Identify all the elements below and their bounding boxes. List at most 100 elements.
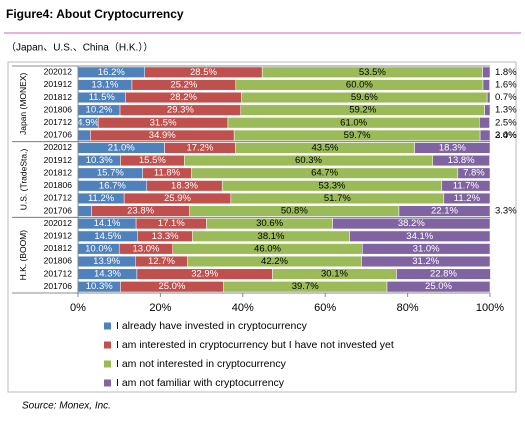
value-label: 51.7% bbox=[324, 193, 351, 204]
value-label: 7.8% bbox=[463, 168, 485, 179]
value-label: 14.1% bbox=[94, 218, 121, 229]
bar-segment bbox=[414, 142, 491, 154]
bar-segment bbox=[484, 104, 491, 116]
value-label: 17.2% bbox=[186, 142, 213, 153]
value-label: 18.3% bbox=[171, 180, 198, 191]
bar-segment bbox=[479, 129, 491, 141]
value-label: 31.0% bbox=[413, 243, 440, 254]
value-label: 46.0% bbox=[254, 243, 281, 254]
value-label: 53.5% bbox=[359, 67, 386, 78]
value-label: 50.8% bbox=[281, 206, 308, 217]
value-label: 3.0% bbox=[495, 130, 517, 141]
value-label: 13.0% bbox=[133, 243, 160, 254]
value-label: 13.1% bbox=[92, 79, 119, 90]
group-label: H.K. (BOOM) bbox=[18, 230, 28, 281]
value-label: 28.2% bbox=[170, 92, 197, 103]
value-label: 2.5% bbox=[495, 117, 517, 128]
category-label: 202012 bbox=[44, 218, 73, 228]
x-tick-label: 60% bbox=[314, 302, 336, 314]
value-label: 12.7% bbox=[148, 256, 175, 267]
category-label: 201912 bbox=[44, 231, 73, 241]
bar-segment bbox=[443, 192, 491, 204]
value-label: 53.3% bbox=[319, 180, 346, 191]
value-label: 43.5% bbox=[312, 142, 339, 153]
value-label: 13.9% bbox=[93, 256, 120, 267]
bar-segment bbox=[386, 281, 491, 293]
legend-swatch bbox=[104, 360, 111, 368]
value-label: 30.6% bbox=[256, 218, 283, 229]
legend-swatch bbox=[104, 322, 111, 330]
value-label: 61.0% bbox=[340, 117, 367, 128]
category-label: 201812 bbox=[44, 92, 73, 102]
value-label: 17.1% bbox=[158, 218, 185, 229]
value-label: 14.5% bbox=[94, 231, 121, 242]
category-label: 201912 bbox=[44, 79, 73, 89]
value-label: 42.2% bbox=[261, 256, 288, 267]
value-label: 13.8% bbox=[448, 155, 475, 166]
chart-frame bbox=[7, 61, 517, 393]
value-label: 60.3% bbox=[295, 155, 322, 166]
value-label: 25.9% bbox=[164, 193, 191, 204]
value-label: 23.8% bbox=[127, 206, 154, 217]
bar-segment bbox=[432, 155, 490, 167]
value-label: 28.5% bbox=[190, 67, 217, 78]
value-label: 25.2% bbox=[170, 79, 197, 90]
bar-segment bbox=[396, 268, 491, 280]
category-label: 201712 bbox=[44, 117, 73, 127]
value-label: 31.2% bbox=[412, 256, 439, 267]
value-label: 1.8% bbox=[495, 67, 517, 78]
value-label: 11.5% bbox=[89, 92, 116, 103]
value-label: 59.7% bbox=[344, 130, 371, 141]
value-label: 38.1% bbox=[258, 231, 285, 242]
bar-segment bbox=[349, 230, 491, 242]
category-label: 202012 bbox=[44, 67, 73, 77]
category-label: 201812 bbox=[44, 167, 73, 177]
bar-segment bbox=[77, 205, 92, 217]
bar-segment bbox=[482, 66, 491, 78]
bar-segment bbox=[486, 91, 491, 104]
value-label: 15.5% bbox=[139, 155, 166, 166]
category-label: 201806 bbox=[44, 256, 73, 266]
bar-segment bbox=[361, 255, 491, 268]
bar-segment bbox=[398, 205, 491, 217]
value-label: 1.3% bbox=[495, 105, 517, 116]
value-label: 16.2% bbox=[98, 67, 125, 78]
value-label: 25.0% bbox=[425, 281, 452, 292]
group-label: Japan (MONEX) bbox=[18, 72, 28, 135]
category-label: 201706 bbox=[44, 205, 73, 215]
bar-segment bbox=[362, 243, 491, 255]
value-label: 59.6% bbox=[351, 92, 378, 103]
value-label: 22.1% bbox=[431, 206, 458, 217]
x-tick-label: 80% bbox=[397, 302, 419, 314]
category-label: 201712 bbox=[44, 268, 73, 278]
value-label: 34.9% bbox=[149, 130, 176, 141]
value-label: 30.1% bbox=[321, 269, 348, 280]
value-label: 60.0% bbox=[346, 79, 373, 90]
chart-title: Figure4: About Cryptocurrency bbox=[6, 7, 184, 21]
value-label: 11.7% bbox=[453, 180, 480, 191]
value-label: 2.4% bbox=[495, 130, 517, 141]
value-label: 1.6% bbox=[495, 79, 517, 90]
source: Source: Monex, Inc. bbox=[22, 401, 111, 412]
legend-label: I am not familiar with cryptocurrency bbox=[116, 377, 285, 389]
value-label: 29.3% bbox=[167, 105, 194, 116]
value-label: 21.0% bbox=[108, 142, 135, 153]
group-label: U.S. (TradeSta.) bbox=[18, 149, 28, 211]
value-label: 31.5% bbox=[150, 117, 177, 128]
value-label: 0.7% bbox=[495, 92, 517, 103]
legend-swatch bbox=[104, 379, 111, 387]
value-label: 4.9% bbox=[77, 117, 99, 128]
value-label: 11.2% bbox=[454, 193, 481, 204]
x-tick-label: 40% bbox=[232, 302, 254, 314]
value-label: 34.1% bbox=[406, 231, 433, 242]
category-label: 201806 bbox=[44, 180, 73, 190]
category-label: 201706 bbox=[44, 130, 73, 140]
bar-segment bbox=[441, 180, 491, 192]
value-label: 39.7% bbox=[292, 281, 319, 292]
value-label: 10.3% bbox=[86, 281, 113, 292]
x-tick-label: 100% bbox=[476, 302, 504, 314]
legend-label: I am interested in cryptocurrency but I … bbox=[116, 339, 394, 351]
value-label: 15.7% bbox=[97, 168, 124, 179]
category-label: 201712 bbox=[44, 193, 73, 203]
